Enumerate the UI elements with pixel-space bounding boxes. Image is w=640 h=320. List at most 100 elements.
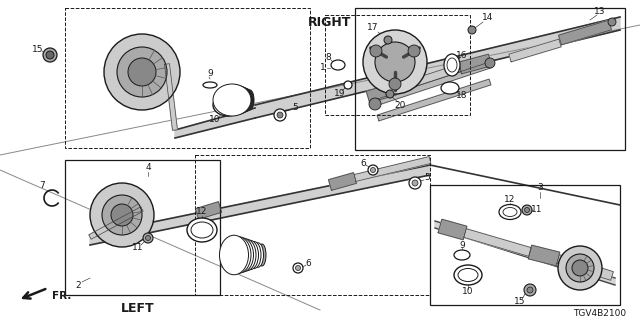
Text: 10: 10 [462, 287, 474, 297]
Circle shape [384, 36, 392, 44]
Circle shape [274, 109, 286, 121]
Text: 19: 19 [334, 89, 346, 98]
Ellipse shape [454, 250, 470, 260]
Ellipse shape [241, 89, 253, 111]
Circle shape [104, 34, 180, 110]
Ellipse shape [247, 242, 261, 268]
Text: RIGHT: RIGHT [308, 15, 352, 28]
Ellipse shape [236, 239, 256, 271]
Polygon shape [509, 39, 561, 62]
Ellipse shape [203, 82, 217, 88]
Circle shape [111, 204, 133, 226]
Text: LEFT: LEFT [121, 301, 155, 315]
Text: 16: 16 [456, 51, 468, 60]
Ellipse shape [447, 58, 457, 72]
Circle shape [102, 195, 142, 235]
Bar [195, 155, 430, 295]
Text: 5: 5 [292, 103, 298, 113]
Text: FR.: FR. [52, 291, 72, 301]
Ellipse shape [224, 86, 252, 114]
Circle shape [386, 90, 394, 98]
Polygon shape [90, 165, 430, 245]
Bar [355, 8, 625, 150]
Polygon shape [366, 83, 397, 103]
Circle shape [389, 78, 401, 90]
Polygon shape [195, 202, 221, 219]
Ellipse shape [218, 85, 252, 115]
Circle shape [566, 254, 594, 282]
Polygon shape [377, 62, 491, 105]
Polygon shape [528, 245, 560, 266]
Polygon shape [394, 64, 461, 93]
Ellipse shape [331, 60, 345, 70]
Circle shape [371, 167, 376, 172]
Polygon shape [458, 54, 492, 74]
Circle shape [145, 236, 150, 241]
Text: 10: 10 [209, 116, 221, 124]
Polygon shape [377, 79, 491, 121]
Bar [325, 15, 470, 115]
Text: 6: 6 [305, 259, 311, 268]
Polygon shape [328, 173, 356, 190]
Circle shape [558, 246, 602, 290]
Text: 9: 9 [459, 241, 465, 250]
Polygon shape [438, 219, 467, 240]
Circle shape [412, 180, 418, 186]
Circle shape [369, 98, 381, 110]
Text: 18: 18 [456, 92, 468, 100]
Ellipse shape [191, 222, 213, 238]
Ellipse shape [213, 84, 251, 116]
Text: 20: 20 [394, 100, 406, 109]
Circle shape [608, 18, 616, 26]
Polygon shape [464, 229, 531, 256]
Circle shape [485, 58, 495, 68]
Polygon shape [255, 17, 620, 118]
Bar [65, 8, 310, 148]
Ellipse shape [225, 236, 251, 274]
Text: 7: 7 [39, 180, 45, 189]
Circle shape [375, 42, 415, 82]
Ellipse shape [458, 268, 478, 282]
Bar [65, 160, 220, 295]
Circle shape [344, 81, 352, 89]
Polygon shape [557, 255, 613, 280]
Circle shape [525, 207, 529, 212]
Polygon shape [164, 64, 177, 130]
Ellipse shape [187, 218, 217, 242]
Circle shape [128, 58, 156, 86]
Text: 11: 11 [531, 205, 543, 214]
Circle shape [468, 26, 476, 34]
Text: 15: 15 [515, 298, 525, 307]
Circle shape [370, 45, 382, 57]
Text: 2: 2 [75, 281, 81, 290]
Text: 6: 6 [360, 158, 366, 167]
Circle shape [90, 183, 154, 247]
Ellipse shape [499, 204, 521, 220]
Text: 4: 4 [145, 164, 151, 172]
Text: 8: 8 [325, 53, 331, 62]
Ellipse shape [246, 90, 254, 110]
Circle shape [43, 48, 57, 62]
Ellipse shape [235, 88, 253, 112]
Polygon shape [559, 20, 611, 45]
Circle shape [46, 51, 54, 59]
Ellipse shape [213, 94, 243, 116]
Circle shape [572, 260, 588, 276]
Text: 12: 12 [504, 196, 516, 204]
Ellipse shape [444, 54, 460, 76]
Text: 13: 13 [595, 7, 605, 17]
Text: 9: 9 [207, 68, 213, 77]
Text: 12: 12 [196, 207, 208, 217]
Circle shape [522, 205, 532, 215]
Polygon shape [354, 156, 431, 181]
Circle shape [277, 112, 283, 118]
Circle shape [117, 47, 167, 97]
Text: 17: 17 [367, 23, 379, 33]
Circle shape [296, 266, 301, 270]
Text: 15: 15 [32, 45, 44, 54]
Ellipse shape [230, 87, 253, 113]
Ellipse shape [230, 238, 253, 272]
Polygon shape [435, 221, 615, 285]
Ellipse shape [441, 82, 459, 94]
Circle shape [368, 165, 378, 175]
